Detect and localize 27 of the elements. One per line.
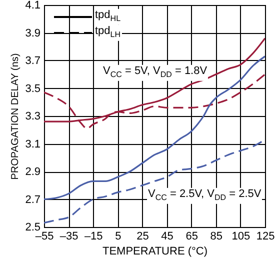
x-tick-label: 5 xyxy=(115,230,122,242)
annotation: V$_{CC}$ = 5V, V$_{DD}$ = 1.8V xyxy=(102,64,208,82)
annotation: tpd$_{LH}$ xyxy=(94,24,122,42)
y-tick-label: 3.5 xyxy=(25,82,40,95)
line-series xyxy=(44,138,265,224)
x-axis-title: TEMPERATURE (°C) xyxy=(102,246,208,258)
x-tick-label: 85 xyxy=(210,230,223,242)
annotation: tpd$_{HL}$ xyxy=(94,8,122,26)
y-tick-label: 2.7 xyxy=(25,194,40,206)
y-tick-label: 2.9 xyxy=(25,166,40,178)
y-axis-title: PROPAGATION DELAY (ns) xyxy=(10,53,22,180)
y-tick-label: 2.5 xyxy=(25,222,40,234)
line-series xyxy=(44,56,265,200)
x-tick-label: –15 xyxy=(84,230,103,242)
y-tick-label: 3.9 xyxy=(25,27,40,40)
y-tick-label: 3.7 xyxy=(25,55,40,67)
x-tick-label: 65 xyxy=(186,230,198,242)
x-tick-label: 125 xyxy=(256,230,275,242)
x-tick-label: –35 xyxy=(60,230,78,242)
y-tick-label: 3.1 xyxy=(25,138,40,150)
x-tick-label: 105 xyxy=(232,230,250,242)
x-tick-label: 45 xyxy=(161,230,174,242)
y-tick-label: 3.3 xyxy=(25,110,40,122)
x-tick-label: 25 xyxy=(136,230,149,242)
x-tick-label: –55 xyxy=(35,230,54,242)
y-tick-label: 4.1 xyxy=(25,0,40,12)
annotation: V$_{CC}$ = 2.5V, V$_{DD}$ = 2.5V xyxy=(147,188,262,204)
